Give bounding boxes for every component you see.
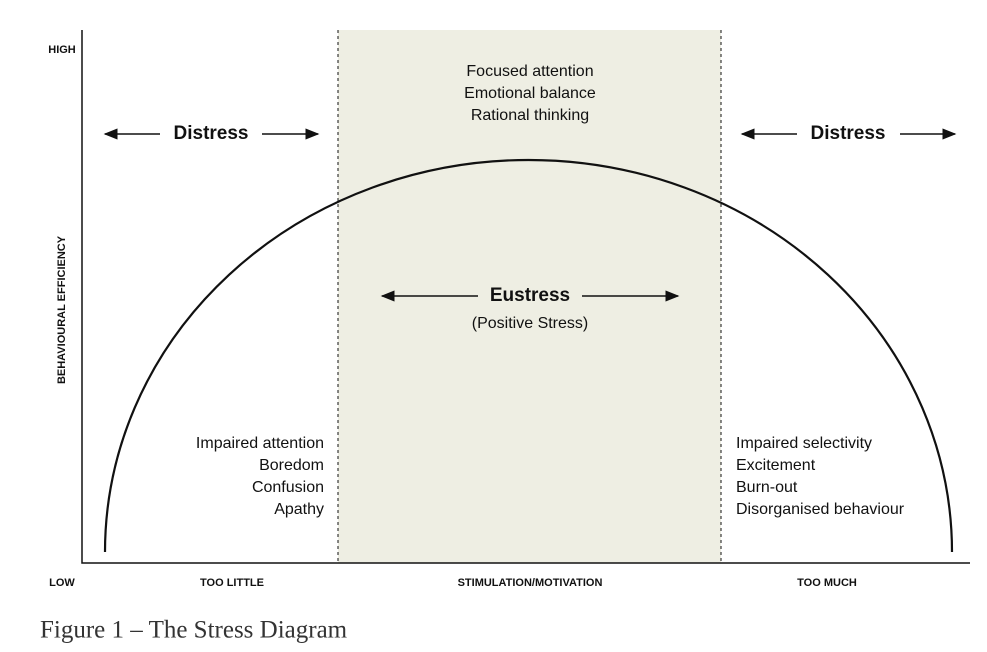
y-low: LOW xyxy=(49,577,75,589)
x-label: STIMULATION/MOTIVATION xyxy=(458,577,603,589)
effect: Apathy xyxy=(274,501,324,518)
effect: Boredom xyxy=(259,457,324,474)
performance-curve xyxy=(103,158,954,553)
caption: Figure 1 – The Stress Diagram xyxy=(40,617,348,644)
effect: Focused attention xyxy=(466,63,593,80)
effect: Confusion xyxy=(252,479,324,496)
effect: Emotional balance xyxy=(464,85,596,102)
effect: Disorganised behaviour xyxy=(736,501,905,518)
effect: Burn-out xyxy=(736,479,798,496)
distress-label: Distress xyxy=(174,123,249,144)
x-label: TOO LITTLE xyxy=(200,577,264,589)
x-label: TOO MUCH xyxy=(797,577,857,589)
effect: Impaired attention xyxy=(196,435,324,452)
effect: Excitement xyxy=(736,457,816,474)
eustress-subtitle: (Positive Stress) xyxy=(472,315,588,332)
axes xyxy=(81,30,970,564)
eustress-label: Eustress xyxy=(490,285,570,306)
y-label: BEHAVIOURAL EFFICIENCY xyxy=(56,235,68,384)
effect: Impaired selectivity xyxy=(736,435,872,452)
effect: Rational thinking xyxy=(471,107,589,124)
y-high: HIGH xyxy=(48,44,76,56)
distress-label: Distress xyxy=(811,123,886,144)
